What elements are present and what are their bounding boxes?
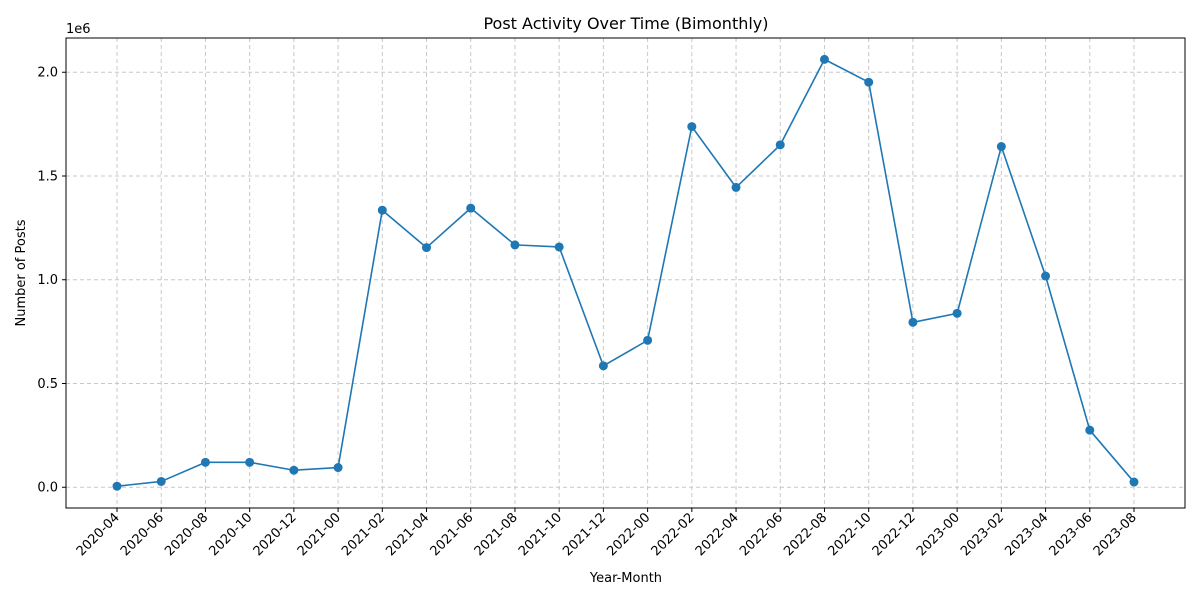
y-tick-label: 1.0 [37, 273, 58, 288]
x-tick-label: 2020-04 [74, 510, 123, 559]
x-tick-label: 2021-04 [383, 510, 432, 559]
series-line-group [112, 54, 1139, 491]
data-point [422, 243, 432, 253]
x-tick-label: 2022-10 [826, 510, 875, 559]
x-tick-label: 2020-12 [251, 510, 300, 559]
data-point [819, 54, 829, 64]
y-tick-label: 0.5 [37, 377, 58, 392]
x-tick-label: 2023-06 [1047, 510, 1096, 559]
y-axis-title: Number of Posts [14, 219, 29, 326]
x-tick-label: 2021-08 [472, 510, 521, 559]
x-tick-label: 2020-06 [118, 510, 167, 559]
x-tick-label: 2022-08 [781, 510, 830, 559]
x-tick-label: 2022-00 [604, 510, 653, 559]
x-axis: 2020-042020-062020-082020-102020-122021-… [74, 508, 1140, 559]
x-tick-label: 2021-12 [560, 510, 609, 559]
x-tick-label: 2021-10 [516, 510, 565, 559]
x-tick-label: 2022-12 [870, 510, 919, 559]
x-tick-label: 2021-06 [428, 510, 477, 559]
x-tick-label: 2023-00 [914, 510, 963, 559]
x-axis-title: Year-Month [589, 571, 662, 586]
x-tick-label: 2023-02 [958, 510, 1007, 559]
data-point [598, 361, 608, 371]
data-point [112, 481, 122, 491]
y-offset-label: 1e6 [66, 22, 91, 37]
data-point [554, 242, 564, 252]
x-tick-label: 2020-08 [162, 510, 211, 559]
data-point [864, 77, 874, 87]
y-tick-label: 1.5 [37, 169, 58, 184]
data-point [377, 205, 387, 215]
data-point [996, 142, 1006, 152]
x-tick-label: 2022-06 [737, 510, 786, 559]
chart-title: Post Activity Over Time (Bimonthly) [483, 14, 768, 33]
y-axis: 0.0 0.5 1.0 1.5 2.0 [37, 66, 66, 496]
data-point [510, 240, 520, 250]
x-tick-label: 2021-00 [295, 510, 344, 559]
grid [66, 38, 1185, 508]
data-point [952, 308, 962, 318]
data-point [643, 335, 653, 345]
data-point [156, 476, 166, 486]
data-point [289, 465, 299, 475]
x-tick-label: 2020-10 [206, 510, 255, 559]
x-tick-label: 2022-04 [693, 510, 742, 559]
y-tick-label: 0.0 [37, 481, 58, 496]
x-tick-label: 2023-04 [1002, 510, 1051, 559]
data-point [687, 122, 697, 132]
x-tick-label: 2022-02 [649, 510, 698, 559]
data-point [1041, 271, 1051, 281]
data-point [466, 203, 476, 213]
plot-frame [65, 37, 1186, 509]
x-tick-label: 2023-08 [1091, 510, 1140, 559]
data-point [1129, 477, 1139, 487]
data-point [1085, 425, 1095, 435]
data-point [908, 317, 918, 327]
x-tick-label: 2021-02 [339, 510, 388, 559]
data-point [731, 182, 741, 192]
y-tick-label: 2.0 [37, 66, 58, 81]
data-point [333, 463, 343, 473]
data-point [245, 457, 255, 467]
data-point [200, 457, 210, 467]
data-point [775, 140, 785, 150]
series-line [116, 58, 1135, 488]
